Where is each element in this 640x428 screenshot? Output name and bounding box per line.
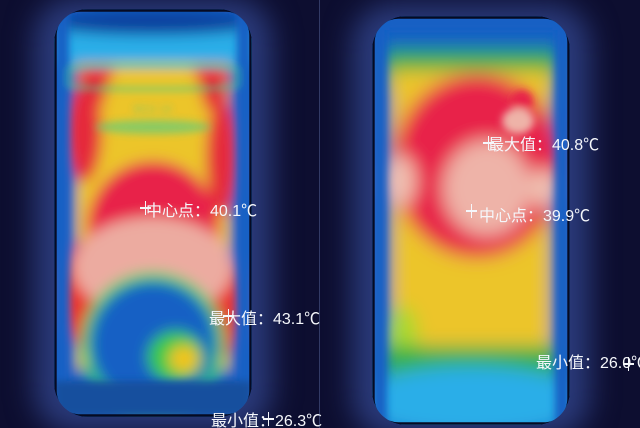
svg-text:MIUI 14: MIUI 14 (134, 104, 173, 114)
